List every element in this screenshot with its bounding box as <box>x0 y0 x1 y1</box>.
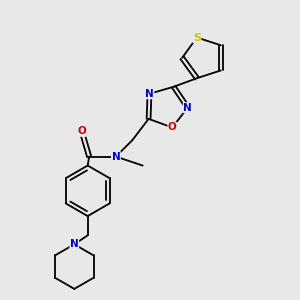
Text: S: S <box>193 32 201 43</box>
Text: N: N <box>112 152 120 162</box>
Text: N: N <box>183 103 192 112</box>
Text: N: N <box>70 239 79 249</box>
Text: O: O <box>168 122 177 133</box>
Text: N: N <box>145 89 154 99</box>
Text: O: O <box>77 126 86 136</box>
